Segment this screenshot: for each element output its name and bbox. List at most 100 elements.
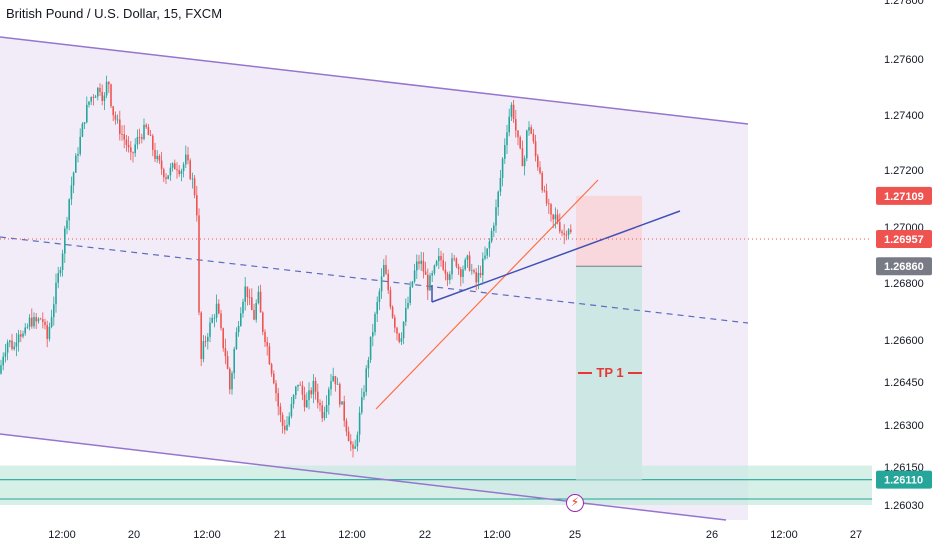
candle-body [405, 307, 407, 322]
candle-body [336, 384, 339, 385]
candle-body [182, 164, 185, 172]
candle-body [372, 332, 374, 337]
candle-body [556, 214, 559, 223]
price-tick-label: 1.26300 [884, 420, 924, 432]
candle-body [431, 273, 433, 276]
candle-body [288, 416, 290, 425]
candle-body [442, 260, 444, 270]
candle-body [13, 346, 15, 349]
candle-body [497, 191, 499, 208]
time-tick-label: 20 [128, 529, 140, 541]
svg-text:1.26860: 1.26860 [884, 261, 924, 273]
candle-body [31, 317, 33, 327]
time-tick-label: 12:00 [193, 529, 221, 541]
candle-body [134, 144, 136, 154]
candle-body [310, 390, 312, 395]
candle-body [418, 261, 420, 264]
candle-body [317, 391, 319, 403]
candle-body [15, 342, 18, 347]
candle-body [352, 444, 354, 449]
candle-body [191, 178, 194, 180]
candle-body [451, 258, 453, 275]
price-tick-label: 1.26800 [884, 278, 924, 290]
candle-body [277, 393, 279, 407]
price-badge: 1.26860 [876, 257, 932, 276]
price-axis[interactable]: 1.278001.276001.274001.272001.270001.268… [884, 0, 924, 512]
candle-body [17, 334, 20, 343]
candle-body [477, 272, 480, 283]
candle-body [464, 259, 466, 270]
candle-body [165, 177, 167, 179]
candle-body [97, 87, 99, 97]
candle-body [196, 195, 198, 216]
time-tick-label: 12:00 [770, 529, 798, 541]
candle-body [453, 258, 455, 260]
candle-body [361, 397, 363, 413]
candle-body [77, 153, 79, 156]
candle-body [92, 97, 95, 98]
candle-body [488, 241, 491, 249]
candle-body [42, 319, 44, 322]
candle-body [132, 152, 134, 154]
candle-body [83, 122, 86, 124]
candle-body [519, 137, 521, 149]
candle-body [292, 395, 295, 404]
candle-body [215, 303, 218, 318]
candle-body [253, 310, 255, 320]
candle-body [163, 169, 165, 178]
tp-text: TP 1 [596, 365, 624, 381]
time-axis[interactable]: 12:00 20 12:00 21 12:00 22 12:00 25 26 12:00 27 [48, 529, 862, 541]
channel-lower-line [0, 433, 727, 521]
candle-body [48, 326, 51, 339]
candle-body [385, 264, 387, 274]
candle-body [532, 133, 535, 142]
candle-body [365, 368, 367, 392]
candle-body [400, 338, 403, 342]
lightning-icon[interactable]: ⚡ [566, 494, 584, 512]
candle-body [306, 400, 308, 408]
candle-body [207, 336, 209, 342]
candle-body [86, 104, 88, 123]
candle-body [22, 333, 24, 337]
candle-body [347, 431, 350, 442]
candle-body [200, 312, 202, 360]
candle-body [11, 340, 13, 349]
candle-body [26, 326, 29, 328]
candle-body [103, 95, 106, 101]
candle-body [33, 317, 35, 327]
candle-body [220, 313, 222, 329]
candle-body [563, 233, 565, 235]
candle-body [112, 106, 114, 116]
price-tick-label: 1.27400 [884, 110, 924, 122]
candle-body [224, 348, 227, 357]
channel-fill [0, 37, 748, 520]
candle-body [528, 127, 530, 131]
candle-body [248, 297, 251, 298]
candle-body [339, 384, 341, 405]
candle-body [376, 302, 378, 314]
candle-body [64, 228, 66, 254]
take-profit-label[interactable]: TP 1 [578, 364, 642, 380]
candle-body [226, 356, 229, 369]
candle-body [495, 207, 497, 226]
candle-body [72, 172, 75, 186]
candle-body [323, 411, 326, 419]
candle-body [281, 414, 284, 426]
candle-body [123, 134, 125, 140]
blue-trendline [431, 210, 681, 303]
candle-body [526, 130, 528, 159]
candle-body [37, 318, 40, 322]
candle-body [433, 265, 436, 274]
candle-body [416, 261, 418, 271]
candle-body [116, 119, 119, 121]
candle-body [290, 403, 293, 417]
candle-body [515, 119, 517, 131]
candle-body [303, 394, 306, 408]
candle-body [275, 383, 277, 394]
candle-body [0, 365, 2, 374]
candle-body [158, 155, 161, 161]
candle-body [550, 204, 552, 215]
candle-body [119, 119, 121, 135]
candle-body [156, 155, 158, 160]
